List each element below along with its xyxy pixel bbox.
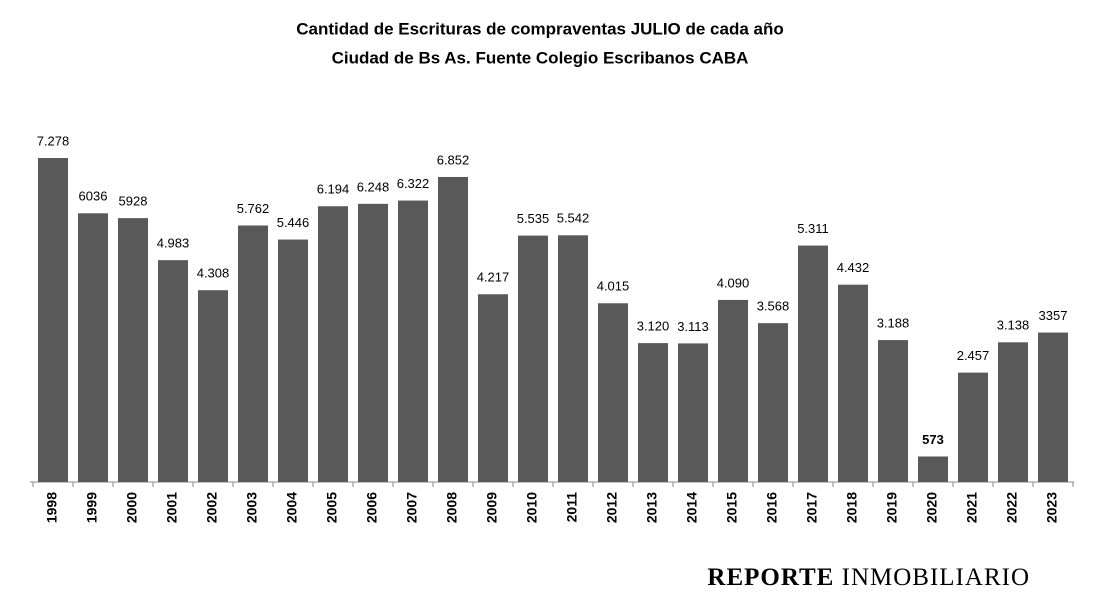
data-label: 2.457 bbox=[957, 348, 990, 363]
x-tick-label: 2014 bbox=[684, 492, 700, 523]
data-label: 5.535 bbox=[517, 211, 550, 226]
x-tick-label: 1999 bbox=[84, 492, 100, 523]
data-label: 5.446 bbox=[277, 215, 310, 230]
bar bbox=[158, 260, 188, 482]
data-label: 3.120 bbox=[637, 319, 670, 334]
x-tick-label: 2023 bbox=[1044, 492, 1060, 523]
data-label: 6.194 bbox=[317, 182, 350, 197]
bar bbox=[438, 176, 468, 483]
data-label: 6036 bbox=[79, 189, 108, 204]
x-tick-label: 2016 bbox=[764, 492, 780, 523]
bar bbox=[518, 235, 548, 482]
x-tick-label: 2003 bbox=[244, 492, 260, 523]
data-label: 5.542 bbox=[557, 211, 590, 226]
data-label: 4.217 bbox=[477, 270, 510, 285]
data-label: 3.188 bbox=[877, 316, 910, 331]
x-tick-label: 2008 bbox=[444, 492, 460, 523]
x-tick-label: 2012 bbox=[604, 492, 620, 523]
x-tick-label: 2017 bbox=[804, 492, 820, 523]
data-label: 4.983 bbox=[157, 236, 190, 251]
bar bbox=[198, 290, 228, 482]
x-tick-label: 2020 bbox=[924, 492, 940, 523]
data-label: 5.762 bbox=[237, 201, 270, 216]
bar bbox=[678, 343, 708, 482]
x-tick-label: 2009 bbox=[484, 492, 500, 523]
watermark-regular: INMOBILIARIO bbox=[842, 564, 1030, 591]
bar bbox=[798, 245, 828, 482]
bar bbox=[638, 343, 668, 482]
bar bbox=[398, 200, 428, 482]
data-label: 5.311 bbox=[797, 221, 829, 236]
x-tick-label: 2022 bbox=[1004, 492, 1020, 523]
bar bbox=[558, 235, 588, 482]
bar bbox=[78, 213, 108, 482]
bar bbox=[998, 342, 1028, 482]
data-label: 7.278 bbox=[37, 133, 70, 148]
x-tick-label: 2021 bbox=[964, 492, 980, 523]
x-tick-label: 2015 bbox=[724, 492, 740, 523]
x-tick-label: 2011 bbox=[564, 492, 580, 523]
data-label: 4.432 bbox=[837, 260, 870, 275]
x-tick-label: 2019 bbox=[884, 492, 900, 523]
bar bbox=[718, 299, 748, 482]
x-tick-label: 2004 bbox=[284, 492, 300, 523]
x-tick-label: 2010 bbox=[524, 492, 540, 523]
bar bbox=[918, 456, 948, 482]
data-label: 4.090 bbox=[717, 275, 750, 290]
data-label: 3.568 bbox=[757, 299, 790, 314]
chart-title: Cantidad de Escrituras de compraventas J… bbox=[296, 19, 784, 38]
x-tick-label: 1998 bbox=[44, 492, 60, 523]
data-label: 3.113 bbox=[677, 319, 709, 334]
data-label: 5928 bbox=[119, 194, 148, 209]
x-tick-label: 2006 bbox=[364, 492, 380, 523]
chart-subtitle: Ciudad de Bs As. Fuente Colegio Escriban… bbox=[332, 48, 749, 67]
bar bbox=[758, 323, 788, 482]
bar bbox=[958, 372, 988, 482]
x-tick-label: 2005 bbox=[324, 492, 340, 523]
watermark: REPORTE INMOBILIARIO bbox=[707, 564, 1030, 591]
bar bbox=[838, 284, 868, 482]
bar bbox=[878, 340, 908, 482]
bar bbox=[598, 303, 628, 482]
bar bbox=[238, 225, 268, 482]
data-label: 6.852 bbox=[437, 152, 470, 167]
x-tick-label: 2007 bbox=[404, 492, 420, 523]
bar bbox=[478, 294, 508, 482]
bar bbox=[278, 239, 308, 482]
data-label: 6.248 bbox=[357, 179, 390, 194]
watermark-bold: REPORTE bbox=[707, 564, 834, 591]
bar bbox=[1038, 332, 1068, 482]
x-tick-label: 2001 bbox=[164, 492, 180, 523]
bar bbox=[358, 203, 388, 482]
bar bbox=[318, 206, 348, 483]
data-label: 3.138 bbox=[997, 318, 1030, 333]
data-label: 6.322 bbox=[397, 176, 430, 191]
x-tick-label: 2018 bbox=[844, 492, 860, 523]
bar bbox=[38, 158, 68, 482]
x-tick-label: 2002 bbox=[204, 492, 220, 523]
data-label: 573 bbox=[922, 432, 944, 447]
data-label: 4.015 bbox=[597, 279, 630, 294]
x-tick-label: 2000 bbox=[124, 492, 140, 523]
data-label: 4.308 bbox=[197, 266, 230, 281]
data-label: 3357 bbox=[1039, 308, 1068, 323]
bar bbox=[118, 218, 148, 482]
x-tick-label: 2013 bbox=[644, 492, 660, 523]
